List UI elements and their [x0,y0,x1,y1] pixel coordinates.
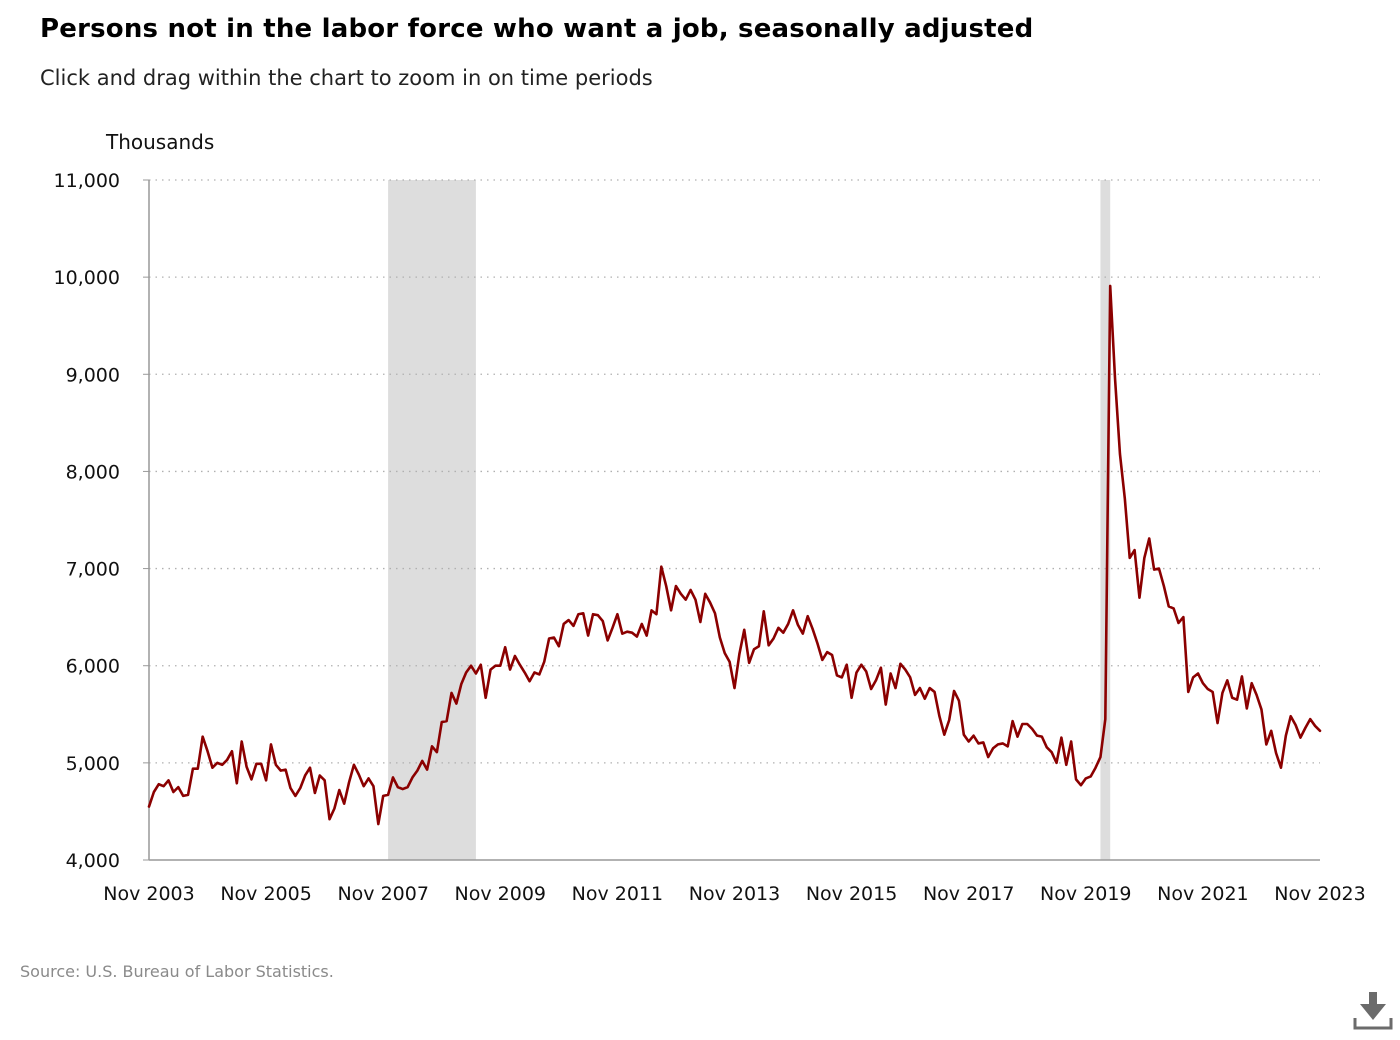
x-tick-label: Nov 2021 [1157,883,1248,905]
x-tick-label: Nov 2009 [455,883,546,905]
line-chart[interactable]: 4,000 5,000 6,000 7,000 8,000 9,000 10,000 11,0… [0,0,1400,940]
y-tick-label: 11,000 [54,170,120,192]
y-tick-label: 5,000 [66,753,120,775]
x-tick-label: Nov 2013 [689,883,780,905]
x-tick-label: Nov 2003 [103,883,194,905]
y-tick-label: 4,000 [66,850,120,872]
y-tick-label: 6,000 [66,656,120,678]
recession-band [388,180,476,860]
source-note: Source: U.S. Bureau of Labor Statistics. [20,962,334,981]
chart-title: Persons not in the labor force who want … [40,14,1034,44]
download-icon [1353,992,1393,1030]
download-button[interactable] [1352,990,1394,1032]
series-layer [147,284,1322,826]
axes [148,180,1320,861]
y-tick-label: 10,000 [54,267,120,289]
y-tick-label: 8,000 [66,461,120,483]
tick-labels: 4,000 5,000 6,000 7,000 8,000 9,000 10,000 11,0… [54,130,1366,905]
y-tick-label: 9,000 [66,364,120,386]
x-tick-label: Nov 2005 [220,883,311,905]
x-tick-label: Nov 2011 [572,883,663,905]
x-tick-label: Nov 2019 [1040,883,1131,905]
recession-shading [388,180,1111,860]
recession-band [1100,180,1111,860]
x-tick-label: Nov 2015 [806,883,897,905]
series-line [147,284,1322,826]
chart-subtitle: Click and drag within the chart to zoom … [40,66,653,90]
x-tick-label: Nov 2007 [337,883,428,905]
y-axis-label: Thousands [105,130,214,154]
gridlines [143,179,1320,861]
x-tick-label: Nov 2023 [1274,883,1365,905]
x-tick-label: Nov 2017 [923,883,1014,905]
y-tick-label: 7,000 [66,559,120,581]
